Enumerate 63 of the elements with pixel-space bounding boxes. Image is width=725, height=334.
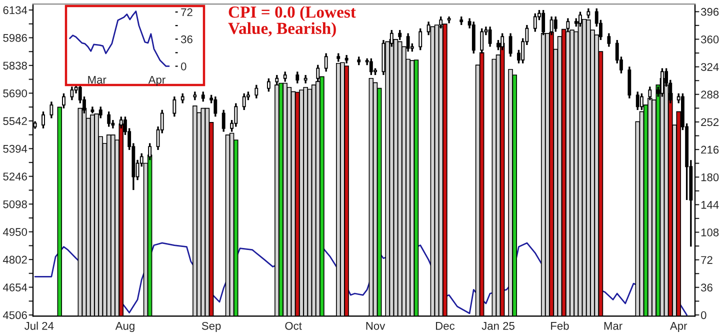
- y2-tick-label: 36: [700, 284, 712, 292]
- candlestick: [554, 16, 558, 33]
- y-tick-label: 72: [181, 8, 192, 16]
- candlestick: [369, 58, 373, 76]
- y-tick-label: 36: [180, 35, 192, 44]
- candlestick: [254, 84, 258, 100]
- y2-tick-label: 396: [700, 8, 719, 16]
- x-tick-label: Feb: [551, 322, 569, 330]
- y-tick-label: 6134: [3, 6, 28, 14]
- line-series: [69, 10, 170, 67]
- y-tick-label: 5098: [3, 200, 27, 208]
- x-tick-label: Oct: [285, 322, 302, 330]
- y2-tick-label: 144: [701, 201, 719, 209]
- candlestick: [607, 32, 611, 48]
- y-tick-label: 0: [180, 62, 186, 70]
- y2-tick-label: 0: [700, 311, 706, 320]
- y-tick-label: 5542: [3, 117, 27, 126]
- candlestick: [234, 102, 238, 128]
- y-tick-label: 4950: [2, 228, 28, 236]
- candlestick: [107, 110, 111, 128]
- y-tick-label: 4802: [2, 256, 27, 264]
- annotation: CPI = 0.0 (Lowest Value, Bearish): [228, 6, 356, 38]
- candlestick: [533, 12, 537, 33]
- y-tick-label: 4506: [2, 311, 27, 320]
- candlestick: [180, 92, 184, 104]
- y2-tick-label: 180: [701, 173, 719, 182]
- y2-tick-label: 108: [701, 228, 719, 236]
- y2-tick-label: 324: [700, 63, 719, 71]
- x-tick-label: Aug: [115, 322, 134, 332]
- y-tick-label: 4654: [2, 284, 28, 292]
- x-tick-label: Sep: [202, 322, 221, 332]
- candlestick: [214, 96, 218, 118]
- y2-tick-label: 288: [701, 90, 719, 99]
- candlestick: [242, 92, 246, 111]
- x-tick-label: Mar: [88, 76, 106, 84]
- candlestick: [324, 52, 328, 72]
- candlestick: [201, 90, 205, 102]
- candlestick: [222, 109, 226, 133]
- y2-tick-label: 72: [701, 256, 712, 264]
- candlestick: [50, 100, 54, 120]
- x-tick-label: Jan 25: [482, 322, 514, 330]
- y-tick-label: 5246: [3, 172, 27, 180]
- y2-tick-label: 216: [701, 146, 719, 154]
- x-tick-label: Jul 24: [24, 322, 54, 330]
- x-tick-label: Apr: [148, 76, 166, 86]
- candlestick: [296, 70, 300, 84]
- y-tick-label: 5394: [3, 144, 28, 153]
- candlestick: [266, 78, 270, 93]
- x-tick-label: Dec: [436, 322, 455, 330]
- y-tick-label: 5690: [3, 89, 28, 98]
- candlestick: [508, 32, 512, 58]
- candlestick: [636, 90, 640, 111]
- y2-tick-label: 252: [701, 118, 719, 126]
- candlestick: [418, 28, 422, 51]
- candlestick: [172, 96, 176, 118]
- x-tick-label: Mar: [604, 322, 622, 330]
- candlestick: [488, 26, 492, 48]
- x-tick-label: Apr: [670, 322, 688, 332]
- y-tick-label: 5986: [3, 34, 27, 42]
- candlestick: [42, 110, 45, 130]
- y2-tick-label: 360: [700, 36, 719, 44]
- y-tick-label: 5838: [3, 62, 27, 70]
- x-tick-label: Nov: [366, 322, 386, 330]
